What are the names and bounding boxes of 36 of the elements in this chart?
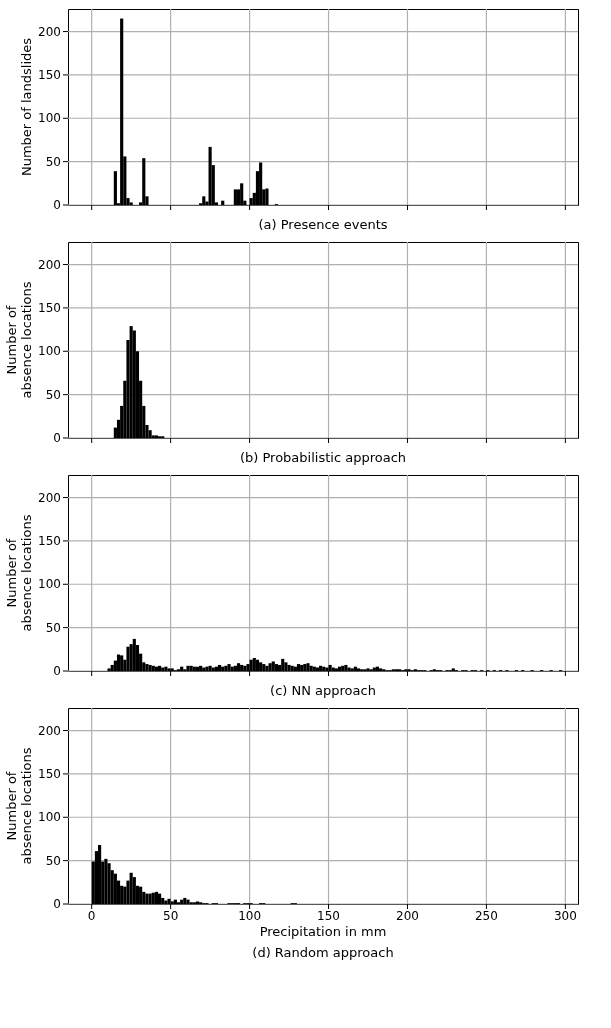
y-tick-label: 0: [53, 198, 61, 212]
x-tick-label: 100: [238, 909, 262, 923]
y-tick-label: 0: [53, 664, 61, 678]
y-tick-label: 100: [38, 810, 61, 825]
y-tick-label: 200: [38, 24, 61, 39]
x-axis-title: Precipitation in mm: [259, 924, 387, 939]
y-tick-label: 50: [45, 154, 61, 169]
x-tick-label: 250: [474, 909, 498, 923]
y-tick-label: 50: [45, 620, 61, 635]
y-tick-label: 0: [53, 431, 61, 445]
y-tick-label: 150: [38, 766, 61, 781]
text: (c) NN approach: [270, 683, 376, 698]
y-tick-label: 100: [38, 344, 61, 359]
y-tick-label: 200: [38, 490, 61, 505]
x-tick-label: 0: [87, 909, 96, 923]
text: (d) Random approach: [252, 945, 394, 960]
y-tick-label: 150: [38, 533, 61, 548]
y-tick-label: 150: [38, 67, 61, 82]
y-axis-title: Number of landslides: [19, 37, 35, 177]
y-tick-label: 100: [38, 111, 61, 126]
y-tick-label: 50: [45, 853, 61, 868]
x-tick-label: 300: [553, 909, 577, 923]
text: (a) Presence events: [258, 217, 388, 232]
y-tick-label: 100: [38, 577, 61, 592]
text: (b) Probabilistic approach: [239, 450, 407, 465]
y-tick-label: 150: [38, 300, 61, 315]
y-axis-title: Number of absence locations: [4, 514, 35, 632]
y-tick-label: 200: [38, 723, 61, 738]
x-tick-label: 200: [396, 909, 419, 923]
y-tick-label: 200: [38, 257, 61, 272]
y-axis-title: Number of absence locations: [4, 747, 35, 865]
y-tick-label: 50: [45, 387, 61, 402]
y-axis-title: Number of absence locations: [4, 281, 35, 399]
x-tick-label: 150: [317, 909, 340, 923]
y-tick-label: 0: [53, 897, 61, 911]
x-tick-label: 50: [162, 909, 179, 923]
